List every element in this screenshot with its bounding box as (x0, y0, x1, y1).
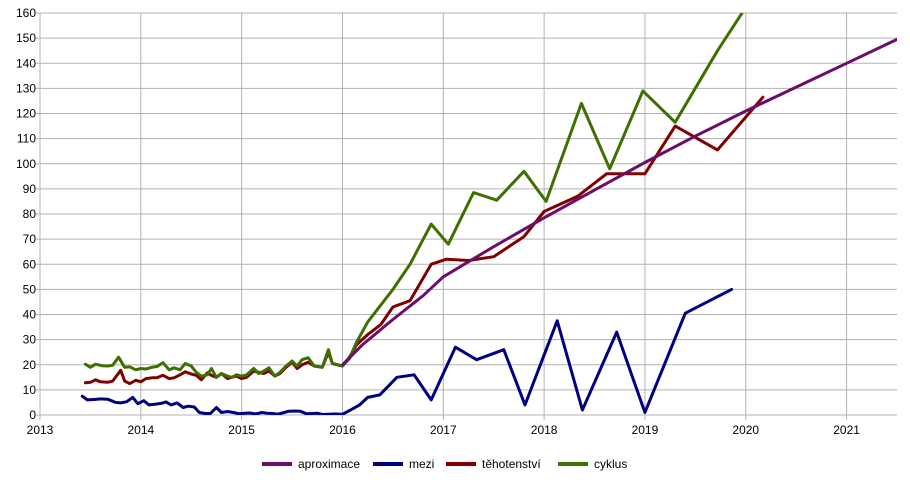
y-tick-label: 30 (23, 333, 37, 347)
x-tick-label: 2019 (632, 423, 659, 437)
legend: aproximace mezi těhotenství cyklus (262, 457, 627, 471)
x-tick-label: 2017 (430, 423, 457, 437)
y-tick-label: 140 (16, 56, 36, 70)
y-tick-labels: 0 10 20 30 40 50 60 70 80 90 100 110 120 130 140 150 160 (16, 6, 36, 422)
y-tick-label: 130 (16, 81, 36, 95)
legend-label: těhotenství (482, 457, 541, 471)
y-tick-label: 70 (23, 232, 37, 246)
x-tick-label: 2014 (127, 423, 154, 437)
series-line-3 (83, 13, 744, 379)
legend-label: mezi (409, 457, 434, 471)
x-tick-label: 2020 (732, 423, 759, 437)
x-tick-label: 2021 (833, 423, 860, 437)
y-tick-label: 60 (23, 257, 37, 271)
y-tick-label: 20 (23, 358, 37, 372)
y-tick-label: 100 (16, 157, 36, 171)
x-tick-label: 2018 (531, 423, 558, 437)
y-tick-label: 80 (23, 207, 37, 221)
y-tick-label: 40 (23, 308, 37, 322)
y-tick-label: 0 (29, 408, 36, 422)
y-tick-label: 50 (23, 282, 37, 296)
x-tick-label: 2016 (329, 423, 356, 437)
y-tick-label: 110 (17, 132, 36, 146)
y-tick-label: 120 (16, 107, 36, 121)
y-tick-label: 10 (23, 383, 37, 397)
x-tick-label: 2015 (228, 423, 255, 437)
legend-label: aproximace (298, 457, 360, 471)
series-line-1 (80, 287, 734, 415)
axes (36, 12, 897, 416)
x-tick-label: 2013 (27, 423, 54, 437)
y-tick-label: 160 (16, 6, 36, 20)
y-tick-label: 150 (16, 31, 36, 45)
grid-lines (39, 12, 897, 420)
legend-label: cyklus (594, 457, 627, 471)
y-tick-label: 90 (23, 182, 37, 196)
series-lines (80, 13, 897, 415)
x-tick-labels: 2013 2014 2015 2016 2017 2018 2019 2020 2021 (27, 423, 861, 437)
series-line-0 (341, 37, 897, 367)
